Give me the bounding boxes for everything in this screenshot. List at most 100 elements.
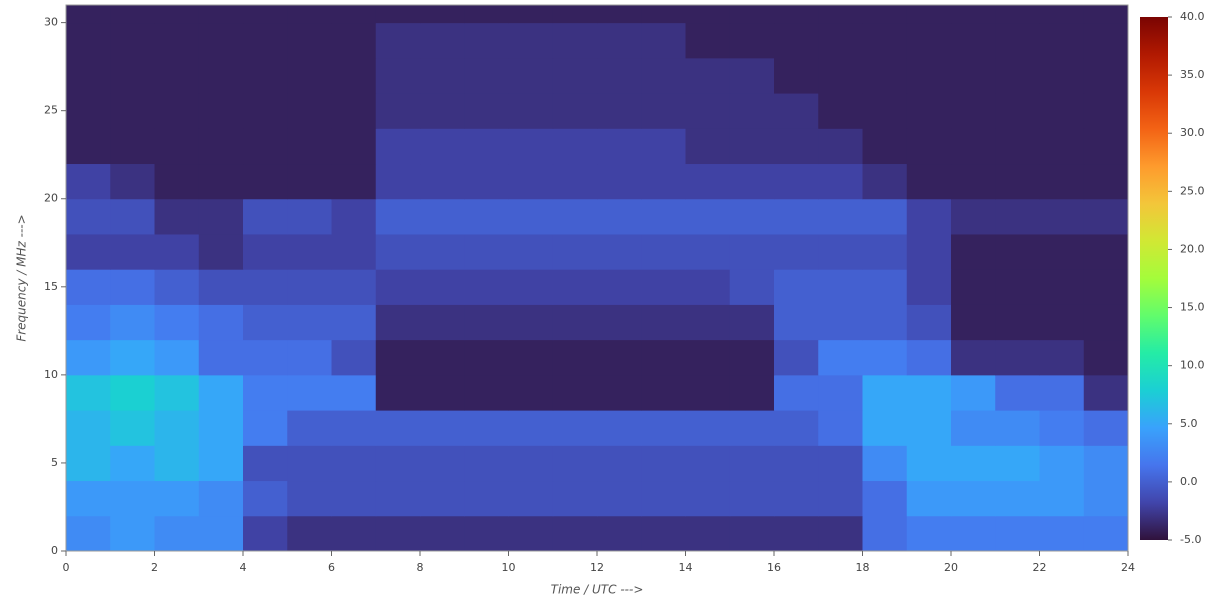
heat-cell — [774, 233, 819, 270]
colorbar-tick-label: 10.0 — [1180, 359, 1205, 372]
heat-cell — [331, 93, 377, 129]
x-tick-label: 22 — [1033, 561, 1047, 574]
heat-cell — [375, 374, 421, 411]
heat-cell — [818, 410, 863, 446]
heat-cell — [331, 57, 377, 94]
heat-cell — [66, 445, 111, 482]
heat-cell — [420, 339, 465, 376]
heat-cell — [597, 339, 642, 376]
heat-cell — [1083, 22, 1129, 59]
heat-cell — [420, 233, 465, 270]
heat-cell — [464, 233, 509, 270]
heat-cell — [995, 445, 1040, 482]
heat-cell — [774, 198, 819, 235]
heat-cell — [597, 57, 642, 94]
heat-cell — [641, 198, 686, 235]
heat-cell — [287, 163, 332, 200]
heat-cell — [1083, 163, 1129, 200]
heat-cell — [331, 163, 377, 200]
heat-cell — [995, 163, 1040, 200]
heat-cell — [243, 163, 288, 200]
heat-cell — [1039, 93, 1085, 129]
heat-cell — [287, 374, 332, 411]
heat-cell — [774, 128, 819, 165]
heat-cell — [906, 57, 952, 94]
colorbar-tick-label: 20.0 — [1180, 242, 1205, 255]
heat-cell — [1083, 57, 1129, 94]
heat-cell — [110, 480, 155, 517]
heat-cell — [641, 339, 686, 376]
heat-cell — [641, 57, 686, 94]
heat-cell — [66, 93, 111, 129]
heat-cell — [375, 515, 421, 552]
heat-cell — [110, 57, 155, 94]
heat-cell — [818, 128, 863, 165]
heat-cell — [375, 410, 421, 446]
x-tick-label: 4 — [240, 561, 247, 574]
heat-cell — [951, 57, 996, 94]
heat-cell — [110, 269, 155, 305]
heat-cell — [641, 304, 686, 341]
heat-cell — [110, 445, 155, 482]
heat-cell — [685, 339, 731, 376]
heat-cell — [198, 128, 244, 165]
heat-cell — [641, 128, 686, 165]
heat-cell — [154, 515, 200, 552]
x-tick-label: 10 — [502, 561, 516, 574]
heat-cell — [552, 515, 598, 552]
heat-cell — [729, 515, 775, 552]
heat-cell — [375, 57, 421, 94]
heat-cell — [552, 198, 598, 235]
heat-cell — [508, 410, 554, 446]
heat-cell — [287, 410, 332, 446]
heat-cell — [331, 410, 377, 446]
heat-cell — [464, 410, 509, 446]
heat-cell — [420, 269, 465, 305]
heat-cell — [464, 57, 509, 94]
heat-cell — [66, 57, 111, 94]
heat-cell — [287, 339, 332, 376]
heat-cell — [464, 269, 509, 305]
heat-cell — [110, 410, 155, 446]
heat-cell — [508, 515, 554, 552]
heat-cell — [1083, 339, 1129, 376]
heat-cell — [774, 163, 819, 200]
heat-cell — [287, 480, 332, 517]
heat-cell — [198, 198, 244, 235]
heat-cell — [287, 5, 332, 24]
heat-cell — [287, 198, 332, 235]
heat-cell — [420, 410, 465, 446]
heat-cell — [66, 233, 111, 270]
heat-cell — [906, 339, 952, 376]
heat-cell — [685, 163, 731, 200]
heat-cell — [685, 445, 731, 482]
heat-cell — [375, 22, 421, 59]
heat-cell — [906, 269, 952, 305]
heat-cell — [508, 339, 554, 376]
heat-cell — [154, 198, 200, 235]
heat-cell — [1039, 339, 1085, 376]
heat-cell — [951, 5, 996, 24]
heat-cell — [995, 339, 1040, 376]
y-tick-label: 10 — [44, 368, 58, 381]
heat-cell — [420, 22, 465, 59]
heat-cell — [110, 339, 155, 376]
heat-cell — [198, 374, 244, 411]
heat-cell — [995, 22, 1040, 59]
heat-cell — [154, 57, 200, 94]
heat-cell — [995, 93, 1040, 129]
heat-cell — [641, 480, 686, 517]
heat-cell — [1039, 22, 1085, 59]
heat-cell — [508, 57, 554, 94]
heat-cell — [995, 198, 1040, 235]
x-axis-label: Time / UTC ---> — [551, 583, 644, 597]
heat-cell — [464, 163, 509, 200]
heat-cell — [774, 93, 819, 129]
colorbar-tick-label: 30.0 — [1180, 126, 1205, 139]
heat-cell — [331, 515, 377, 552]
heat-cell — [154, 480, 200, 517]
heat-cell — [66, 339, 111, 376]
heat-cell — [729, 93, 775, 129]
heat-cell — [995, 233, 1040, 270]
heat-cell — [1083, 445, 1129, 482]
